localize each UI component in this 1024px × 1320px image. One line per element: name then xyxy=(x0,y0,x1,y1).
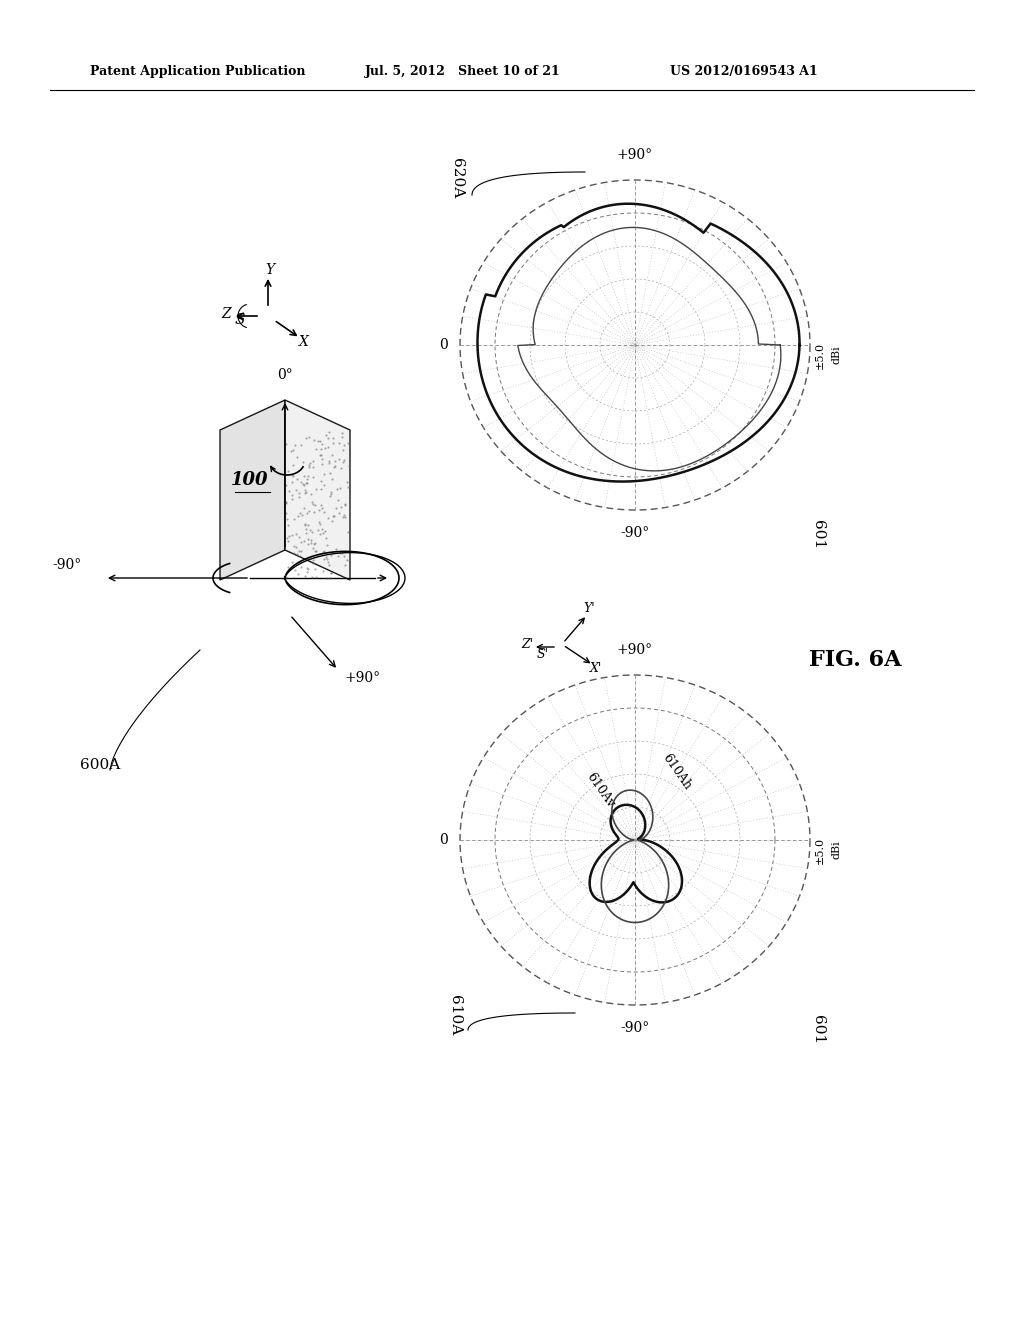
Text: FIG. 6A: FIG. 6A xyxy=(809,649,901,671)
Text: 620A: 620A xyxy=(450,158,464,198)
Text: +90°: +90° xyxy=(616,148,653,162)
Polygon shape xyxy=(220,400,285,579)
Text: 100: 100 xyxy=(231,471,268,488)
Text: -90°: -90° xyxy=(621,1020,649,1035)
Text: dBi: dBi xyxy=(831,841,842,859)
Text: +90°: +90° xyxy=(345,671,381,685)
Text: Patent Application Publication: Patent Application Publication xyxy=(90,65,305,78)
Text: X: X xyxy=(299,335,309,348)
Text: 0: 0 xyxy=(439,338,449,352)
Text: ±5.0: ±5.0 xyxy=(815,342,825,368)
Text: 601: 601 xyxy=(811,520,825,549)
Text: S: S xyxy=(234,313,246,327)
Text: 601: 601 xyxy=(811,1015,825,1044)
Text: -90°: -90° xyxy=(53,558,82,572)
Text: 600A: 600A xyxy=(80,758,120,772)
Text: dBi: dBi xyxy=(831,346,842,364)
Text: +90°: +90° xyxy=(616,643,653,657)
Text: X': X' xyxy=(590,663,602,676)
Text: 610A: 610A xyxy=(449,995,462,1035)
Text: Y: Y xyxy=(265,263,274,277)
Text: Y': Y' xyxy=(584,602,595,615)
Text: 610Ah: 610Ah xyxy=(660,751,694,792)
Text: 610Av: 610Av xyxy=(584,770,617,810)
Text: Jul. 5, 2012   Sheet 10 of 21: Jul. 5, 2012 Sheet 10 of 21 xyxy=(365,65,561,78)
Text: S': S' xyxy=(537,648,549,661)
Text: -90°: -90° xyxy=(621,525,649,540)
Text: US 2012/0169543 A1: US 2012/0169543 A1 xyxy=(670,65,818,78)
Text: 0°: 0° xyxy=(278,368,293,381)
Text: Z': Z' xyxy=(521,639,534,652)
Text: Z: Z xyxy=(221,308,230,321)
Text: ±5.0: ±5.0 xyxy=(815,837,825,863)
Text: 0: 0 xyxy=(439,833,449,847)
Polygon shape xyxy=(285,400,350,579)
